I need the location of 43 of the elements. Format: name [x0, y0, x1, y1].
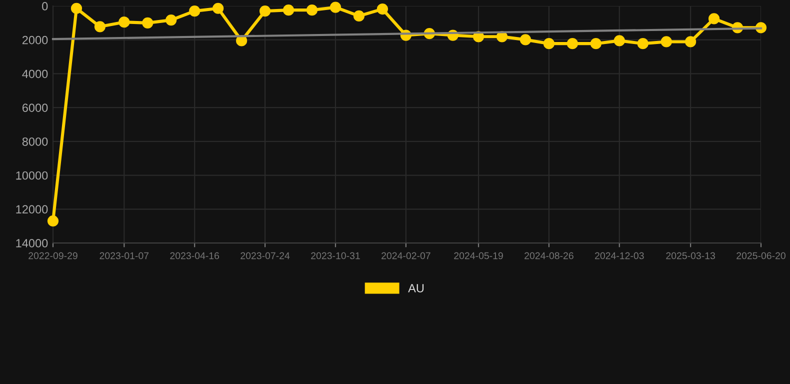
x-tick-label: 2023-10-31: [311, 252, 360, 260]
point: [189, 6, 200, 17]
x-tick-label: 2023-01-07: [100, 252, 149, 260]
point: [353, 10, 365, 22]
x-tick-label: 2025-06-20: [736, 252, 786, 260]
x-tick-label: 2022-09-29: [28, 252, 78, 260]
point: [47, 215, 59, 227]
point: [637, 38, 648, 50]
y-tick-label: 4000: [22, 70, 48, 78]
point: [212, 2, 224, 14]
y-tick-label: 10000: [16, 171, 48, 180]
point: [142, 17, 154, 28]
point: [685, 36, 696, 48]
point: [566, 38, 578, 50]
point: [282, 4, 294, 16]
y-tick-label: 12000: [16, 205, 48, 214]
x-tick-label: 2023-04-16: [170, 252, 220, 260]
x-tick-label: 2024-12-03: [595, 252, 644, 260]
point: [259, 6, 271, 17]
y-tick-label: 8000: [22, 137, 48, 146]
x-tick-label: 2024-08-26: [524, 252, 574, 260]
y-tick-label: 0: [42, 2, 48, 10]
point: [520, 34, 532, 46]
legend-label: AU: [408, 284, 424, 292]
x-tick-label: 2025-03-13: [666, 252, 715, 260]
point: [614, 35, 625, 46]
point: [94, 21, 106, 32]
x-tick-label: 2024-05-19: [454, 252, 503, 260]
point: [166, 14, 177, 26]
point: [306, 4, 318, 16]
point: [590, 38, 602, 50]
point: [376, 3, 388, 15]
point: [330, 2, 342, 13]
y-tick-label: 14000: [16, 239, 48, 248]
point: [70, 2, 82, 14]
x-tick-label: 2023-07-24: [240, 252, 290, 260]
point: [660, 36, 672, 48]
x-tick-label: 2024-02-07: [382, 252, 430, 260]
y-tick-label: 2000: [22, 36, 48, 44]
point: [118, 16, 130, 28]
point: [543, 38, 555, 50]
point: [708, 13, 720, 24]
y-tick-label: 6000: [22, 104, 48, 112]
